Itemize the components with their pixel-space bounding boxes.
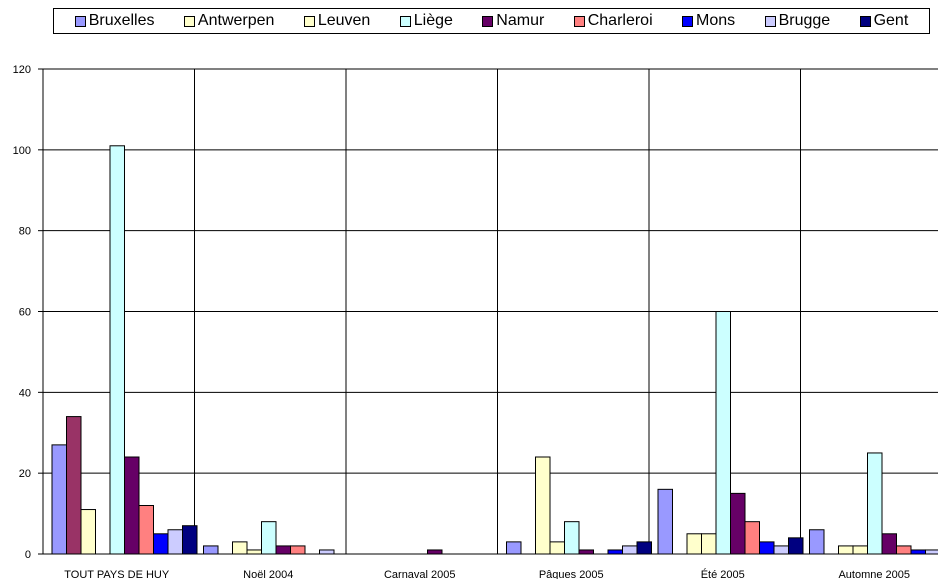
- bar-0-0: [51, 444, 67, 555]
- bar-0-7: [153, 533, 169, 555]
- bar-3-2: [535, 456, 551, 555]
- legend-item-9: Gent: [859, 12, 909, 30]
- bar-0-6: [138, 505, 154, 555]
- legend-item-0: Bruxelles: [74, 12, 155, 30]
- bar-3-4: [564, 521, 580, 555]
- x-tick-label-3: Pâques 2005: [539, 569, 604, 579]
- legend-label-7: Mons: [696, 12, 736, 29]
- bar-3-9: [636, 541, 652, 555]
- x-tick-label-5: Automne 2005: [838, 569, 910, 579]
- bar-5-3: [852, 545, 868, 555]
- bar-0-8: [167, 529, 183, 555]
- y-tick-label-2: 40: [19, 387, 31, 399]
- bar-1-5: [275, 545, 291, 555]
- bar-5-5: [881, 533, 897, 555]
- legend-label-6: Charleroi: [587, 12, 653, 29]
- bar-4-5: [730, 492, 746, 555]
- bar-5-2: [838, 545, 854, 555]
- y-tick-label-1: 20: [19, 468, 31, 480]
- legend-item-5: Namur: [482, 12, 544, 30]
- bar-1-3: [246, 549, 262, 555]
- bar-0-9: [182, 525, 198, 555]
- y-tick-label-4: 80: [19, 226, 31, 238]
- bar-4-0: [657, 488, 673, 555]
- legend-swatch-4: [399, 15, 411, 27]
- bar-3-7: [607, 549, 623, 555]
- bar-1-0: [203, 545, 219, 555]
- bar-1-6: [290, 545, 306, 555]
- y-tick-label-3: 60: [19, 307, 31, 319]
- bar-0-1: [66, 416, 82, 555]
- legend-item-3: Leuven: [303, 12, 371, 30]
- bar-1-4: [261, 521, 277, 555]
- bar-4-6: [744, 521, 760, 555]
- legend-item-7: Mons: [682, 12, 735, 30]
- bar-0-2: [80, 509, 96, 555]
- legend-label-2: Antwerpen: [197, 12, 275, 29]
- legend-swatch-6: [573, 15, 585, 27]
- bar-4-2: [686, 533, 702, 555]
- legend-item-6: Charleroi: [573, 12, 653, 30]
- x-tick-label-0: TOUT PAYS DE HUY: [64, 569, 170, 579]
- legend-label-4: Liège: [413, 12, 453, 29]
- bar-3-3: [549, 541, 565, 555]
- legend-swatch-0: [74, 15, 86, 27]
- bar-5-8: [925, 549, 938, 555]
- legend-label-9: Gent: [873, 12, 909, 29]
- y-tick-label-6: 120: [13, 64, 31, 76]
- bar-4-8: [773, 545, 789, 555]
- x-tick-label-1: Noël 2004: [243, 569, 293, 579]
- legend-swatch-2: [183, 15, 195, 27]
- bar-1-2: [232, 541, 248, 555]
- legend-swatch-3: [303, 15, 315, 27]
- bar-5-7: [910, 549, 926, 555]
- y-tick-label-0: 0: [25, 549, 31, 561]
- legend-swatch-9: [859, 15, 871, 27]
- legend-item-2: Antwerpen: [183, 12, 275, 30]
- legend-item-8: Brugge: [764, 12, 831, 30]
- y-tick-label-5: 100: [13, 145, 31, 157]
- bar-5-4: [867, 452, 883, 555]
- bar-5-0: [809, 529, 825, 555]
- bar-3-5: [578, 549, 594, 555]
- x-tick-label-4: Été 2005: [701, 568, 745, 579]
- bar-4-4: [715, 311, 731, 555]
- bar-3-0: [506, 541, 522, 555]
- legend-label-3: Leuven: [317, 12, 371, 29]
- bar-4-7: [759, 541, 775, 555]
- legend-swatch-7: [682, 15, 694, 27]
- legend: Bruxelles Antwerpen Leuven Liège Namur Charle…: [53, 8, 930, 34]
- legend-swatch-5: [482, 15, 494, 27]
- legend-item-4: Liège: [399, 12, 453, 30]
- legend-label-0: Bruxelles: [88, 12, 155, 29]
- bar-2-5: [427, 549, 443, 555]
- bar-5-6: [896, 545, 912, 555]
- bar-4-3: [701, 533, 717, 555]
- legend-label-5: Namur: [496, 12, 545, 29]
- legend-swatch-8: [764, 15, 776, 27]
- legend-label-8: Brugge: [778, 12, 831, 29]
- bar-0-5: [124, 456, 140, 555]
- bar-0-4: [109, 145, 125, 555]
- bar-3-8: [622, 545, 638, 555]
- x-tick-label-2: Carnaval 2005: [384, 569, 456, 579]
- bar-1-8: [319, 549, 335, 555]
- bar-4-9: [788, 537, 804, 555]
